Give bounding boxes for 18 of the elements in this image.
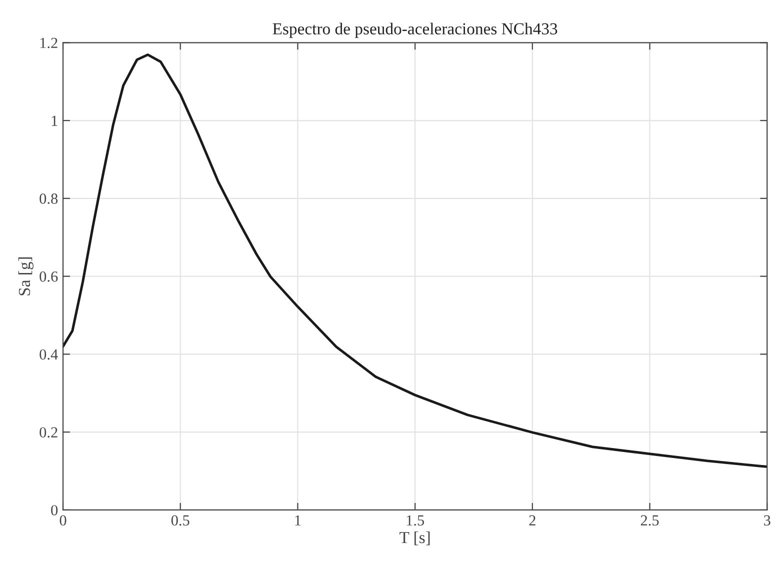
- y-tick-label: 0.6: [40, 271, 58, 282]
- x-axis-title: T [s]: [400, 531, 430, 546]
- x-tick-label: 2: [529, 515, 536, 526]
- x-tick-label: 3: [764, 515, 770, 526]
- y-tick-label: 1: [52, 116, 58, 126]
- y-tick-label: 0.4: [40, 349, 58, 360]
- x-tick-label: 0.5: [171, 515, 190, 526]
- chart-title: Espectro de pseudo-aceleraciones NCh433: [272, 22, 558, 38]
- y-axis-title: Sa [g]: [18, 257, 34, 296]
- line-series: [63, 53, 768, 468]
- y-tick-label: 1.2: [40, 38, 58, 48]
- x-tick-label: 2.5: [640, 515, 659, 526]
- x-tick-label: 1: [295, 515, 301, 526]
- y-tick-label: 0.8: [40, 194, 58, 204]
- x-tick-label: 1.5: [406, 515, 424, 526]
- y-tick-label: 0.2: [40, 427, 58, 438]
- x-tick-label: 0: [60, 515, 66, 526]
- y-tick-label: 0: [51, 505, 58, 516]
